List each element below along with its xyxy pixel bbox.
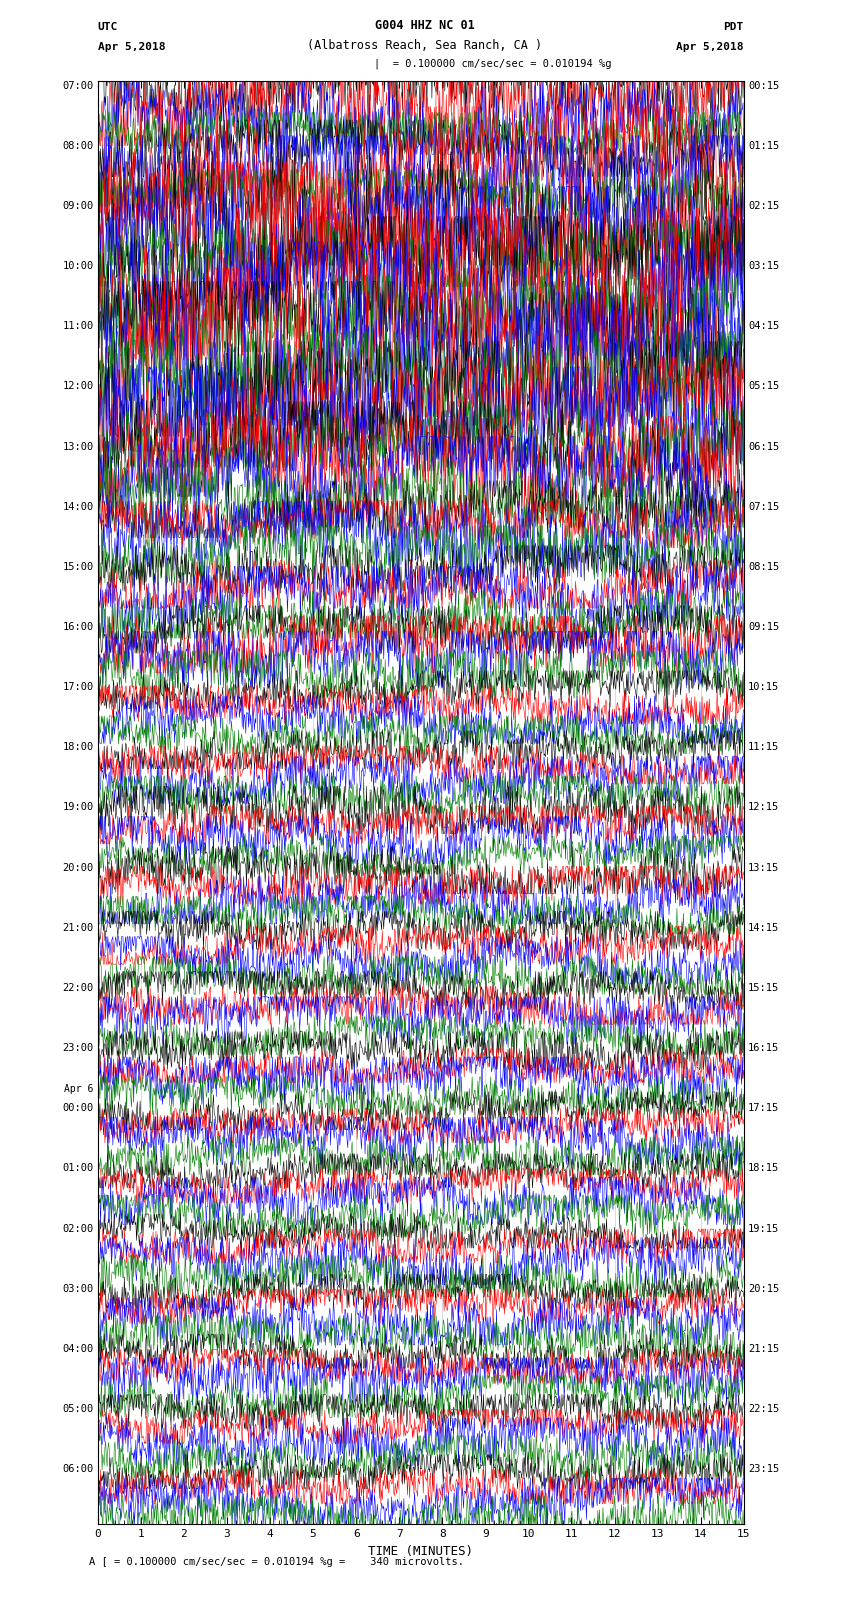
Text: 10:00: 10:00 xyxy=(62,261,94,271)
Text: 15:15: 15:15 xyxy=(748,982,779,994)
Text: 09:15: 09:15 xyxy=(748,623,779,632)
Text: 00:00: 00:00 xyxy=(62,1103,94,1113)
Text: 01:15: 01:15 xyxy=(748,140,779,150)
Text: 02:15: 02:15 xyxy=(748,202,779,211)
Text: 11:15: 11:15 xyxy=(748,742,779,752)
Text: 17:00: 17:00 xyxy=(62,682,94,692)
Text: 15:00: 15:00 xyxy=(62,561,94,573)
Text: 04:15: 04:15 xyxy=(748,321,779,331)
Text: 23:15: 23:15 xyxy=(748,1465,779,1474)
X-axis label: TIME (MINUTES): TIME (MINUTES) xyxy=(368,1545,473,1558)
Text: 06:15: 06:15 xyxy=(748,442,779,452)
Text: 08:00: 08:00 xyxy=(62,140,94,150)
Text: 14:00: 14:00 xyxy=(62,502,94,511)
Text: |  = 0.100000 cm/sec/sec = 0.010194 %g: | = 0.100000 cm/sec/sec = 0.010194 %g xyxy=(374,58,611,69)
Text: 09:00: 09:00 xyxy=(62,202,94,211)
Text: 20:15: 20:15 xyxy=(748,1284,779,1294)
Text: 19:15: 19:15 xyxy=(748,1224,779,1234)
Text: 18:00: 18:00 xyxy=(62,742,94,752)
Text: Apr 6: Apr 6 xyxy=(64,1084,94,1094)
Text: 11:00: 11:00 xyxy=(62,321,94,331)
Text: 22:15: 22:15 xyxy=(748,1403,779,1415)
Text: 23:00: 23:00 xyxy=(62,1044,94,1053)
Text: 06:00: 06:00 xyxy=(62,1465,94,1474)
Text: 07:15: 07:15 xyxy=(748,502,779,511)
Text: 21:15: 21:15 xyxy=(748,1344,779,1353)
Text: PDT: PDT xyxy=(723,23,744,32)
Text: 13:00: 13:00 xyxy=(62,442,94,452)
Text: 02:00: 02:00 xyxy=(62,1224,94,1234)
Text: 20:00: 20:00 xyxy=(62,863,94,873)
Text: 13:15: 13:15 xyxy=(748,863,779,873)
Text: 07:00: 07:00 xyxy=(62,81,94,90)
Text: 05:15: 05:15 xyxy=(748,381,779,392)
Text: 00:15: 00:15 xyxy=(748,81,779,90)
Text: Apr 5,2018: Apr 5,2018 xyxy=(677,42,744,52)
Text: 12:15: 12:15 xyxy=(748,803,779,813)
Text: 05:00: 05:00 xyxy=(62,1403,94,1415)
Text: 14:15: 14:15 xyxy=(748,923,779,932)
Text: (Albatross Reach, Sea Ranch, CA ): (Albatross Reach, Sea Ranch, CA ) xyxy=(308,39,542,52)
Text: 16:15: 16:15 xyxy=(748,1044,779,1053)
Text: 03:15: 03:15 xyxy=(748,261,779,271)
Text: 12:00: 12:00 xyxy=(62,381,94,392)
Text: 16:00: 16:00 xyxy=(62,623,94,632)
Text: 08:15: 08:15 xyxy=(748,561,779,573)
Text: 17:15: 17:15 xyxy=(748,1103,779,1113)
Text: 21:00: 21:00 xyxy=(62,923,94,932)
Text: 22:00: 22:00 xyxy=(62,982,94,994)
Text: 18:15: 18:15 xyxy=(748,1163,779,1173)
Text: 03:00: 03:00 xyxy=(62,1284,94,1294)
Text: 01:00: 01:00 xyxy=(62,1163,94,1173)
Text: A [ = 0.100000 cm/sec/sec = 0.010194 %g =    340 microvolts.: A [ = 0.100000 cm/sec/sec = 0.010194 %g … xyxy=(89,1557,464,1566)
Text: G004 HHZ NC 01: G004 HHZ NC 01 xyxy=(375,19,475,32)
Text: 10:15: 10:15 xyxy=(748,682,779,692)
Text: UTC: UTC xyxy=(98,23,118,32)
Text: Apr 5,2018: Apr 5,2018 xyxy=(98,42,165,52)
Text: 19:00: 19:00 xyxy=(62,803,94,813)
Text: 04:00: 04:00 xyxy=(62,1344,94,1353)
